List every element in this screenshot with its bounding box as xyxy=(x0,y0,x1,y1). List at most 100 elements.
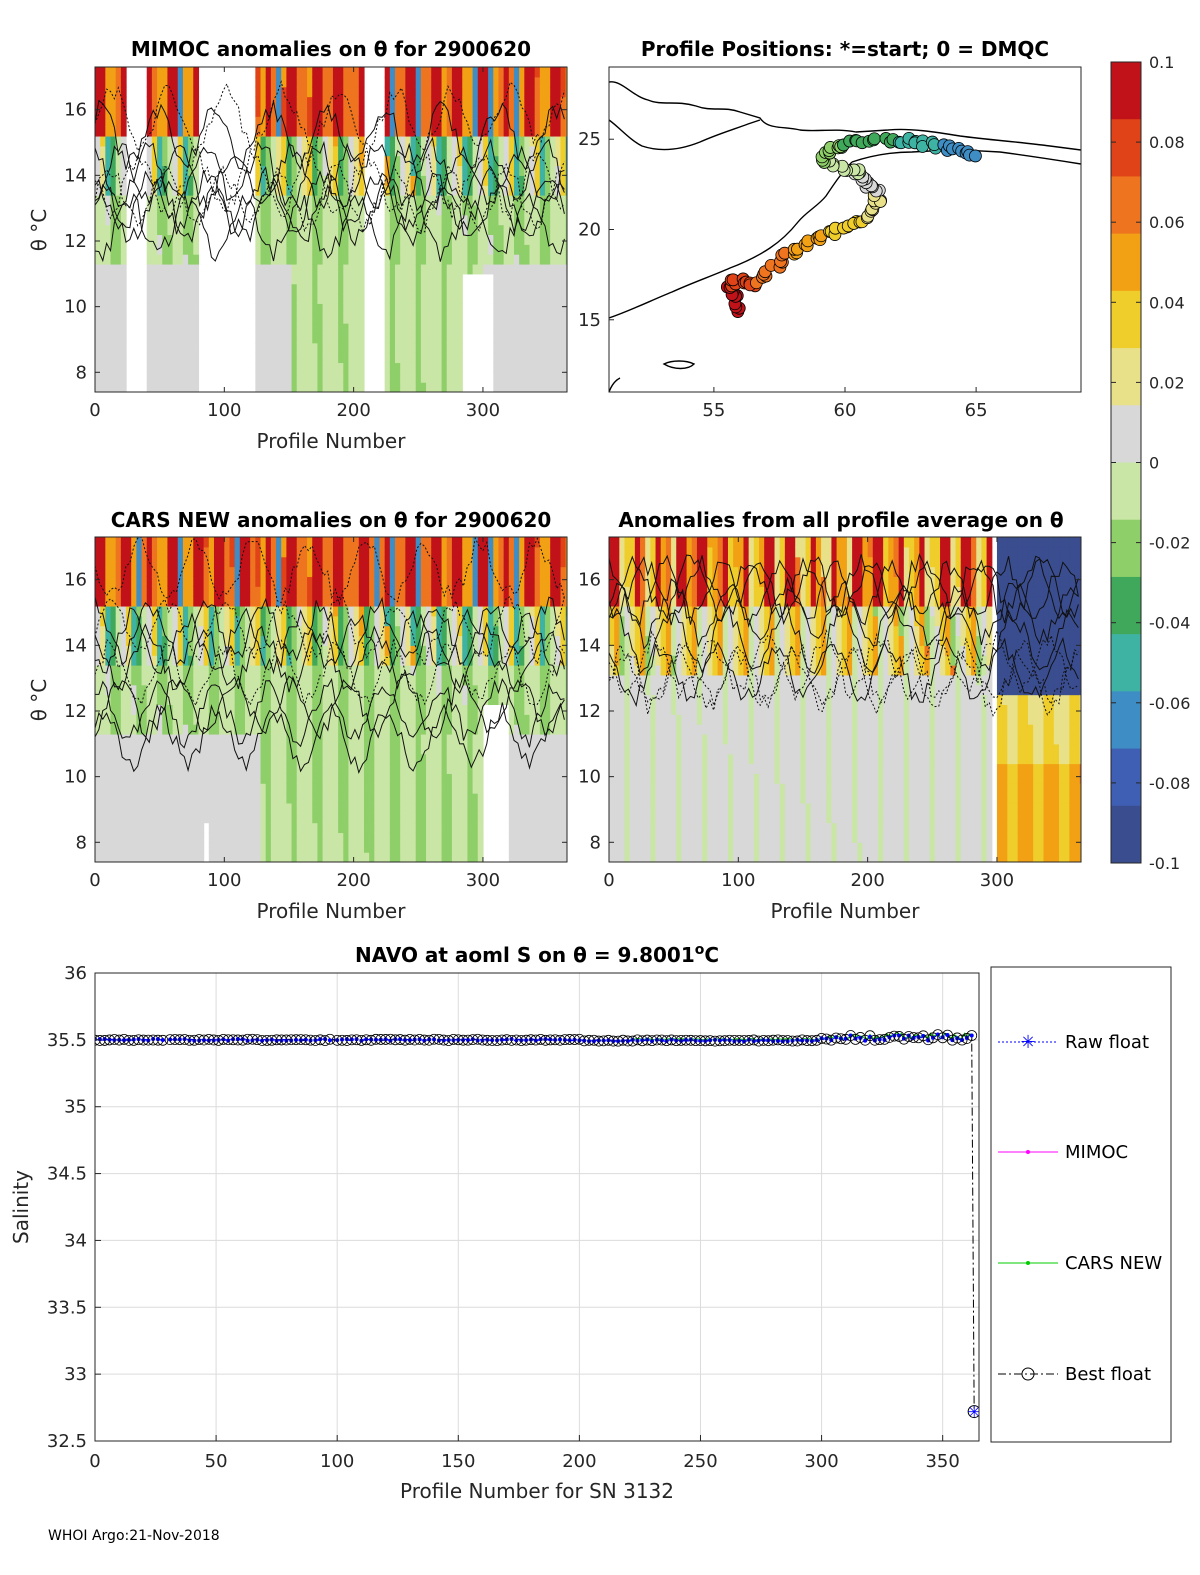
mimoc-heat-cell xyxy=(498,254,505,265)
mimoc-heat-cell xyxy=(451,106,458,117)
mimoc-heat-cell xyxy=(420,313,427,324)
cars-heat-cell xyxy=(157,546,163,558)
cars-heat-cell xyxy=(415,684,422,696)
cars-heat-cell xyxy=(312,753,319,765)
cars-heat-cell xyxy=(157,674,163,686)
cars-heat-cell xyxy=(115,832,122,843)
cars-heat-cell xyxy=(322,793,329,804)
mimoc-heat-cell xyxy=(193,76,200,88)
mimoc-heat-cell xyxy=(255,372,262,383)
cars-heat-cell xyxy=(410,625,417,637)
cars-heat-cell xyxy=(369,605,375,617)
mimoc-heat-cell xyxy=(100,303,106,314)
mimoc-heat-cell xyxy=(348,313,355,324)
cars-heat-cell xyxy=(291,852,298,862)
mimoc-heat-cell xyxy=(477,204,484,216)
cars-heat-cell xyxy=(250,704,256,715)
mimoc-heat-cell xyxy=(446,244,453,255)
cars-heat-cell xyxy=(395,724,401,735)
cars-heat-cell xyxy=(260,694,267,706)
mimoc-heat-cell xyxy=(358,67,365,78)
cars-heat-cell xyxy=(100,763,106,774)
mimoc-heat-cell xyxy=(488,244,494,255)
cars-heat-cell xyxy=(301,802,308,814)
cars-heat-cell xyxy=(296,655,303,666)
cars-heat-cell xyxy=(451,684,458,696)
cars-heat-cell xyxy=(286,556,293,568)
cars-heat-cell xyxy=(395,842,401,853)
mimoc-contour-line xyxy=(95,99,565,171)
mimoc-heat-cell xyxy=(327,273,334,285)
cars-heat-cell xyxy=(131,694,137,706)
mimoc-heat-cell xyxy=(565,362,567,373)
mimoc-heat-cell xyxy=(172,106,179,117)
cars-heat-cell xyxy=(436,802,443,814)
cars-heat-cell xyxy=(369,665,375,676)
mimoc-heat-cell xyxy=(503,195,510,206)
cars-heat-cell xyxy=(131,684,137,696)
cars-heat-cell xyxy=(260,832,267,843)
mimoc-heat-cell xyxy=(348,352,355,364)
mimoc-heat-cell xyxy=(477,106,484,117)
mimoc-heat-cell xyxy=(301,96,308,107)
mimoc-heat-cell xyxy=(100,106,106,117)
cars-heat-cell xyxy=(167,615,174,627)
mimoc-heat-cell xyxy=(560,273,567,285)
cars-heat-cell xyxy=(307,783,313,794)
cars-heat-cell xyxy=(436,793,443,804)
mimoc-heat-cell xyxy=(389,214,396,226)
mimoc-heat-cell xyxy=(110,244,117,255)
mimoc-heat-cell xyxy=(545,263,551,275)
cars-heat-cell xyxy=(322,596,329,607)
cars-heat-cell xyxy=(239,812,246,824)
cars-title: CARS NEW anomalies on θ for 2900620 xyxy=(111,508,552,532)
cars-heat-cell xyxy=(131,576,137,587)
cars-heat-cell xyxy=(431,704,437,715)
mimoc-heat-cell xyxy=(188,273,194,285)
cars-heat-cell xyxy=(213,733,220,745)
mimoc-heat-cell xyxy=(524,67,531,78)
cars-heat-cell xyxy=(167,753,174,765)
cars-heat-cell xyxy=(224,596,231,607)
cars-heat-cell xyxy=(151,586,158,597)
mimoc-heat-cell xyxy=(529,155,536,167)
mimoc-heat-cell xyxy=(405,273,412,285)
mimoc-heat-cell xyxy=(260,224,267,236)
mimoc-heat-cell xyxy=(338,303,344,314)
cars-heat-cell xyxy=(265,596,272,607)
cars-heat-cell xyxy=(126,546,132,558)
mimoc-heat-cell xyxy=(389,263,396,275)
mimoc-heat-cell xyxy=(270,332,277,344)
cars-heat-cell xyxy=(358,753,365,765)
mimoc-heat-cell xyxy=(508,362,515,373)
mimoc-heat-cell xyxy=(482,155,489,167)
cars-heat-cell xyxy=(327,773,334,784)
cars-heat-cell xyxy=(286,694,293,706)
cars-heat-cell xyxy=(384,822,391,834)
cars-heat-cell xyxy=(441,674,448,686)
mimoc-heat-cell xyxy=(286,155,293,167)
map-x-tick-label: 65 xyxy=(965,400,988,421)
mimoc-heat-cell xyxy=(120,67,127,78)
mimoc-heat-cell xyxy=(260,342,267,354)
cars-heat-cell xyxy=(446,832,453,843)
cars-heat-cell xyxy=(415,635,422,646)
mimoc-heat-cell xyxy=(296,76,303,88)
cars-heat-cell xyxy=(234,576,241,587)
mimoc-heat-cell xyxy=(105,372,112,383)
mimoc-heat-cell xyxy=(441,214,448,226)
mimoc-heat-cell xyxy=(100,342,106,354)
cars-heat-cell xyxy=(245,753,251,765)
cars-heat-cell xyxy=(270,615,277,627)
mimoc-heat-cell xyxy=(167,362,174,373)
cars-heat-cell xyxy=(338,694,344,706)
cars-heat-cell xyxy=(369,773,375,784)
cars-heat-cell xyxy=(457,812,463,824)
cars-heat-cell xyxy=(457,773,463,784)
cars-heat-cell xyxy=(395,537,401,548)
mimoc-heat-cell xyxy=(415,303,422,314)
y-tick-label: 12 xyxy=(64,231,87,252)
cars-heat-cell xyxy=(395,665,401,676)
cars-heat-cell xyxy=(255,694,262,706)
mimoc-heat-cell xyxy=(508,126,515,137)
